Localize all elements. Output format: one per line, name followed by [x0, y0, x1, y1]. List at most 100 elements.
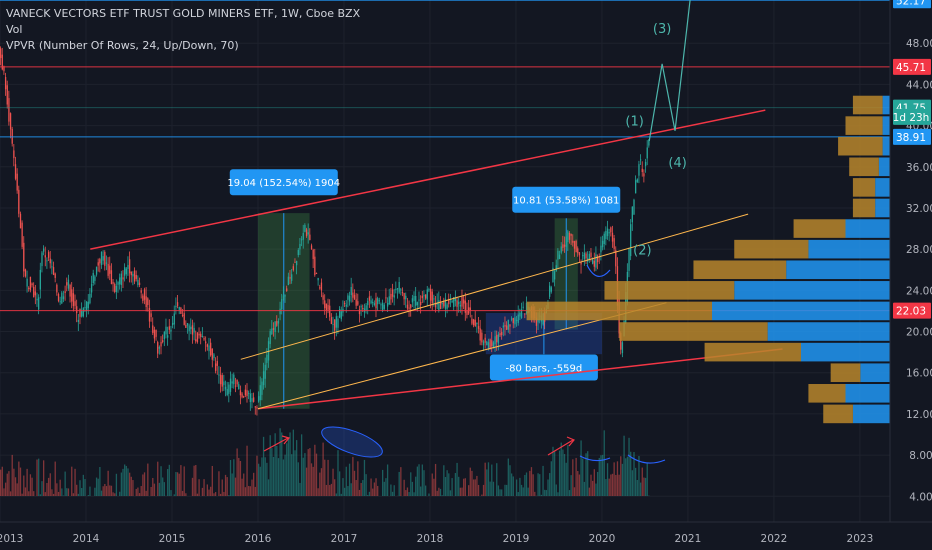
volume-bar: [520, 484, 523, 496]
candle-body: [550, 287, 552, 292]
measure-label-box: [489, 354, 598, 381]
volume-bar: [345, 466, 347, 496]
volume-bar: [590, 474, 592, 496]
candle-body: [214, 363, 217, 371]
volume-bar: [631, 470, 633, 496]
volume-bar: [51, 489, 53, 496]
volume-bar: [305, 467, 308, 496]
volume-bar: [153, 483, 156, 496]
candle-body: [128, 259, 131, 274]
volume-bar: [168, 464, 170, 496]
candle-body: [502, 325, 505, 328]
volume-bar: [618, 474, 620, 496]
candle-body: [208, 345, 210, 352]
volume-bar: [56, 483, 58, 496]
candle-body: [524, 313, 526, 315]
time-axis-label: 2019: [503, 533, 530, 545]
candle-body: [553, 271, 556, 280]
candle-body: [469, 307, 471, 311]
candle-body: [219, 374, 222, 385]
candle-body: [504, 325, 506, 327]
volume-bar: [413, 492, 415, 496]
candle-body: [57, 294, 60, 302]
candle-body: [476, 322, 478, 325]
price-axis-label: 48.00: [906, 38, 932, 50]
vpvr-row-up: [712, 301, 890, 321]
candle-body: [405, 295, 407, 300]
symbol-title[interactable]: VANECK VECTORS ETF TRUST GOLD MINERS ETF…: [6, 7, 361, 20]
candle-body: [403, 292, 405, 300]
volume-bar: [320, 468, 323, 496]
candle-body: [381, 302, 384, 311]
volume-bar: [269, 435, 271, 496]
candle-body: [643, 173, 645, 177]
candle-body: [238, 384, 240, 390]
volume-bar: [122, 468, 124, 496]
candle-body: [558, 254, 561, 260]
vpvr-row-down: [849, 157, 879, 177]
volume-bar: [233, 459, 235, 496]
volume-bar: [560, 442, 562, 496]
volume-bar: [185, 493, 187, 496]
candle-body: [234, 385, 237, 387]
trendline-2: [257, 348, 783, 410]
volume-bar: [375, 478, 377, 496]
candle-body: [284, 295, 286, 297]
volume-bar: [421, 464, 423, 496]
volume-bar: [39, 494, 41, 496]
candle-body: [562, 244, 564, 248]
volume-indicator-label[interactable]: Vol: [6, 23, 23, 36]
volume-bar: [577, 471, 579, 496]
candle-body: [335, 316, 337, 328]
trendline-3: [240, 213, 749, 360]
candle-body: [542, 318, 544, 325]
volume-bar: [504, 484, 506, 496]
volume-bar: [72, 493, 75, 496]
candle-body: [413, 295, 415, 301]
volume-bar: [125, 465, 127, 496]
candle-body: [466, 310, 468, 315]
candle-body: [211, 348, 213, 360]
candle-body: [416, 302, 419, 306]
candle-body: [355, 299, 357, 306]
candle-body: [348, 295, 351, 302]
volume-bar: [613, 462, 615, 496]
volume-bar: [644, 477, 647, 496]
candle-body: [596, 256, 599, 263]
elliott-wave-label: (2): [633, 243, 651, 258]
candle-body: [54, 273, 56, 278]
candle-body: [310, 245, 313, 250]
candle-body: [102, 256, 104, 261]
volume-bar: [646, 462, 648, 496]
volume-bar: [436, 490, 438, 496]
time-axis-label: 2014: [73, 533, 100, 545]
volume-bar: [228, 495, 230, 496]
candle-body: [148, 307, 151, 322]
vpvr-indicator-label[interactable]: VPVR (Number Of Rows, 24, Up/Down, 70): [6, 39, 239, 52]
candle-body: [221, 375, 223, 387]
candle-body: [454, 298, 457, 302]
volume-bar: [36, 459, 38, 496]
candle-body: [44, 255, 46, 258]
volume-bar: [377, 485, 379, 496]
volume-bar: [241, 478, 243, 496]
volume-bar: [373, 482, 376, 496]
candle-body: [471, 318, 473, 324]
candle-body: [373, 303, 376, 306]
candle-body: [630, 224, 632, 257]
candle-body: [362, 307, 364, 309]
volume-bar: [193, 465, 195, 496]
volume-bar: [611, 473, 614, 496]
candle-body: [390, 293, 392, 300]
candle-body: [138, 282, 141, 285]
candle-body: [130, 271, 132, 276]
volume-bar: [203, 479, 205, 496]
volume-bar: [428, 493, 430, 496]
volume-bar: [84, 479, 86, 496]
candle-body: [565, 236, 567, 247]
volume-bar: [213, 493, 215, 496]
candle-body: [74, 301, 76, 306]
volume-bar: [332, 468, 334, 496]
time-axis-label: 2018: [417, 533, 444, 545]
